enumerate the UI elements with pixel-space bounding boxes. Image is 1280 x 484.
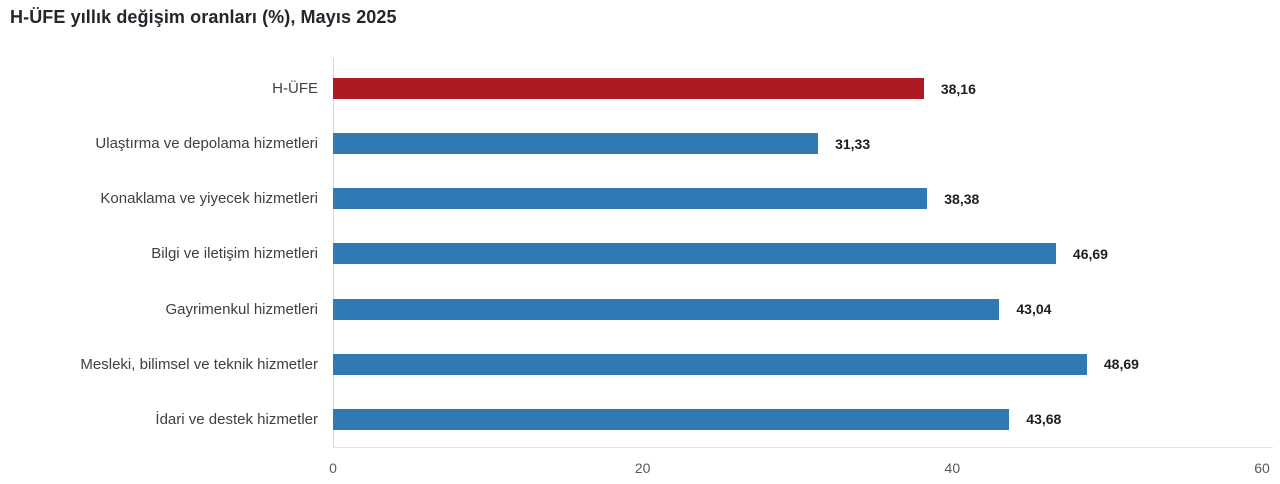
bar-row: H-ÜFE 38,16 bbox=[0, 61, 1262, 116]
bar-rows: H-ÜFE 38,16 Ulaştırma ve depolama hizmetle… bbox=[0, 61, 1262, 447]
bar-track: 48,69 bbox=[333, 337, 1262, 392]
category-label: Bilgi ve iletişim hizmetleri bbox=[151, 245, 318, 263]
bar-row: Konaklama ve yiyecek hizmetleri 38,38 bbox=[0, 171, 1262, 226]
bar-track: 38,38 bbox=[333, 171, 1262, 226]
category-label: Gayrimenkul hizmetleri bbox=[165, 300, 318, 318]
chart-title: H-ÜFE yıllık değişim oranları (%), Mayıs… bbox=[10, 7, 397, 27]
bar bbox=[333, 78, 924, 100]
value-label: 46,69 bbox=[1072, 245, 1108, 262]
x-tick-label: 0 bbox=[329, 460, 337, 476]
bar bbox=[333, 133, 819, 155]
category-label: İdari ve destek hizmetler bbox=[155, 410, 318, 428]
category-label: Mesleki, bilimsel ve teknik hizmetler bbox=[80, 355, 318, 373]
category-label: Konaklama ve yiyecek hizmetleri bbox=[100, 190, 318, 208]
bar-row: İdari ve destek hizmetler 43,68 bbox=[0, 392, 1262, 447]
bar bbox=[333, 408, 1010, 430]
bar-track: 43,04 bbox=[333, 282, 1262, 337]
value-label: 31,33 bbox=[835, 135, 871, 152]
bar bbox=[333, 243, 1056, 265]
value-label: 43,68 bbox=[1026, 411, 1062, 428]
bar-row: Bilgi ve iletişim hizmetleri 46,69 bbox=[0, 226, 1262, 281]
bar bbox=[333, 188, 928, 210]
bar bbox=[333, 298, 1000, 320]
category-label: H-ÜFE bbox=[272, 80, 318, 98]
value-label: 38,16 bbox=[940, 80, 976, 97]
bar-row: Gayrimenkul hizmetleri 43,04 bbox=[0, 282, 1262, 337]
bar-row: Mesleki, bilimsel ve teknik hizmetler 48,… bbox=[0, 337, 1262, 392]
x-tick-label: 20 bbox=[634, 460, 651, 476]
category-label: Ulaştırma ve depolama hizmetleri bbox=[95, 135, 318, 153]
bar-track: 43,68 bbox=[333, 392, 1262, 447]
x-axis-ticks: 0 20 40 60 bbox=[0, 460, 1280, 480]
bar-track: 46,69 bbox=[333, 226, 1262, 281]
value-label: 43,04 bbox=[1016, 301, 1052, 318]
x-tick-label: 40 bbox=[944, 460, 961, 476]
value-label: 48,69 bbox=[1103, 356, 1139, 373]
bar-track: 31,33 bbox=[333, 116, 1262, 171]
bar bbox=[333, 353, 1087, 375]
x-tick-label: 60 bbox=[1254, 460, 1270, 476]
x-axis-line bbox=[333, 447, 1273, 448]
value-label: 38,38 bbox=[944, 190, 980, 207]
bar-row: Ulaştırma ve depolama hizmetleri 31,33 bbox=[0, 116, 1262, 171]
bar-track: 38,16 bbox=[333, 61, 1262, 116]
